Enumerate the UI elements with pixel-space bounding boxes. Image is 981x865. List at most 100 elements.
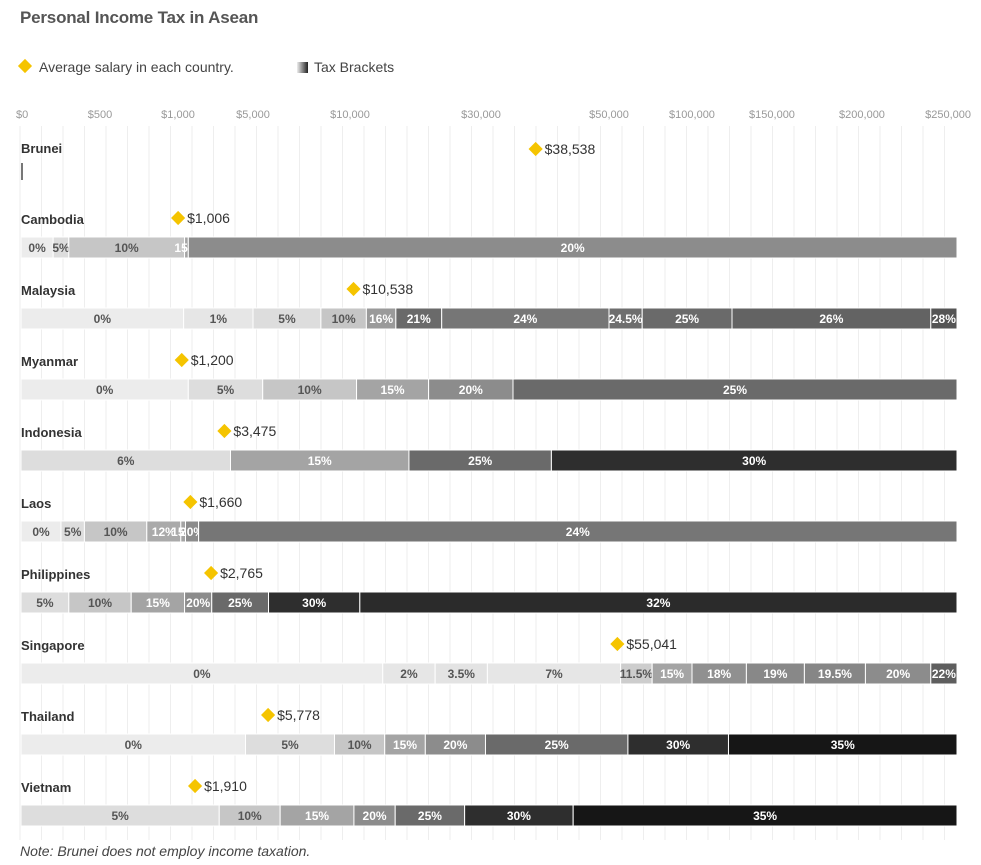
salary-label: $2,765	[220, 565, 263, 581]
salary-label: $5,778	[277, 707, 320, 723]
bracket-label: 35%	[753, 809, 777, 823]
bracket-label: 25%	[545, 738, 569, 752]
legend-brackets-label: Tax Brackets	[314, 59, 395, 75]
legend-salary-label: Average salary in each country.	[39, 59, 234, 75]
salary-label: $1,200	[191, 352, 234, 368]
bracket-segment	[930, 307, 958, 330]
salary-label: $38,538	[545, 141, 596, 157]
bracket-label: 24%	[566, 525, 590, 539]
salary-marker	[261, 707, 276, 723]
country-label: Philippines	[21, 567, 90, 582]
x-tick-label: $150,000	[749, 109, 795, 121]
salary-label: $10,538	[363, 281, 414, 297]
salary-marker	[346, 281, 361, 297]
x-tick-label: $250,000	[925, 109, 971, 121]
bracket-segment	[727, 733, 958, 756]
footnote: Note: Brunei does not employ income taxa…	[20, 843, 311, 859]
country-label: Cambodia	[21, 212, 85, 227]
bracket-label: 2%	[400, 667, 418, 681]
country-label: Indonesia	[21, 425, 82, 440]
bracket-label: 10%	[332, 312, 356, 326]
salary-label: $1,910	[204, 778, 247, 794]
bracket-label: 20%	[186, 596, 210, 610]
country-label: Singapore	[21, 638, 85, 653]
x-tick-label: $500	[88, 109, 112, 121]
salary-marker	[183, 494, 198, 510]
bracket-label: 30%	[507, 809, 531, 823]
chart-title: Personal Income Tax in Asean	[20, 8, 259, 27]
salary-marker	[204, 565, 219, 581]
bracket-segment	[550, 449, 958, 472]
bracket-label: 35%	[831, 738, 855, 752]
salary-label: $1,006	[187, 210, 230, 226]
bracket-label: 22%	[932, 667, 956, 681]
salary-marker	[171, 210, 186, 226]
bracket-label: 25%	[675, 312, 699, 326]
bracket-label: 10%	[238, 809, 262, 823]
bracket-segment	[572, 804, 958, 827]
bracket-label: 25%	[418, 809, 442, 823]
country-label: Laos	[21, 496, 51, 511]
country-label: Myanmar	[21, 354, 78, 369]
bracket-label: 5%	[36, 596, 54, 610]
bracket-label: 25%	[228, 596, 252, 610]
bracket-label: 0%	[94, 312, 112, 326]
legend-brackets: Tax Brackets	[297, 59, 394, 75]
salary-label: $55,041	[626, 636, 677, 652]
bracket-label: 19%	[763, 667, 787, 681]
bracket-label: 0%	[28, 241, 46, 255]
bracket-label: 5%	[111, 809, 129, 823]
x-tick-label: $1,000	[161, 109, 195, 121]
bracket-label: 6%	[117, 454, 135, 468]
bracket-label: 24%	[513, 312, 537, 326]
bracket-label: 0%	[125, 738, 143, 752]
bracket-label: 1%	[210, 312, 228, 326]
bracket-label: 20%	[886, 667, 910, 681]
bracket-label: 5%	[52, 241, 70, 255]
bracket-segment	[930, 662, 958, 685]
salary-label: $1,660	[199, 494, 242, 510]
bracket-label: 26%	[819, 312, 843, 326]
bracket-label: 28%	[932, 312, 956, 326]
bracket-label: 18%	[707, 667, 731, 681]
bracket-label: 5%	[281, 738, 299, 752]
bracket-label: 32%	[646, 596, 670, 610]
x-tick-label: $0	[16, 109, 28, 121]
salary-marker	[174, 352, 189, 368]
bracket-label: 15%	[393, 738, 417, 752]
bracket-label: 10%	[348, 738, 372, 752]
tax-bracket-chart: $0 $500 $1,000 $5,000 $10,000 $30,000 $50,000 $…	[16, 109, 971, 840]
bracket-label: 15%	[146, 596, 170, 610]
bracket-label: 20%	[561, 241, 585, 255]
bracket-label: 10%	[115, 241, 139, 255]
bracket-label: 16%	[369, 312, 393, 326]
bracket-label: 3.5%	[448, 667, 476, 681]
bracket-label: 25%	[723, 383, 747, 397]
bracket-label: 20%	[363, 809, 387, 823]
bracket-label: 30%	[302, 596, 326, 610]
bracket-label: 10%	[88, 596, 112, 610]
bracket-label: 15%	[381, 383, 405, 397]
bracket-label: 5%	[217, 383, 235, 397]
salary-marker	[187, 778, 203, 794]
country-label: Vietnam	[21, 780, 71, 795]
x-tick-label: $30,000	[461, 109, 501, 121]
country-label: Brunei	[21, 141, 62, 156]
country-label: Malaysia	[21, 283, 76, 298]
bracket-label: 0%	[96, 383, 114, 397]
bracket-label: 24.5%	[609, 312, 643, 326]
bracket-label: 10%	[298, 383, 322, 397]
x-tick-label: $10,000	[330, 109, 370, 121]
bracket-label: 20%	[459, 383, 483, 397]
bracket-label: 30%	[742, 454, 766, 468]
bracket-label: 30%	[666, 738, 690, 752]
bracket-label: 19.5%	[818, 667, 852, 681]
salary-marker	[217, 423, 232, 439]
bracket-label: 20%	[443, 738, 467, 752]
bracket-label: 5%	[64, 525, 82, 539]
salary-label: $3,475	[233, 423, 276, 439]
country-label: Thailand	[21, 709, 75, 724]
gradient-swatch-icon	[297, 62, 308, 73]
bracket-segment	[187, 236, 958, 259]
bracket-label: 11.5%	[620, 667, 654, 681]
